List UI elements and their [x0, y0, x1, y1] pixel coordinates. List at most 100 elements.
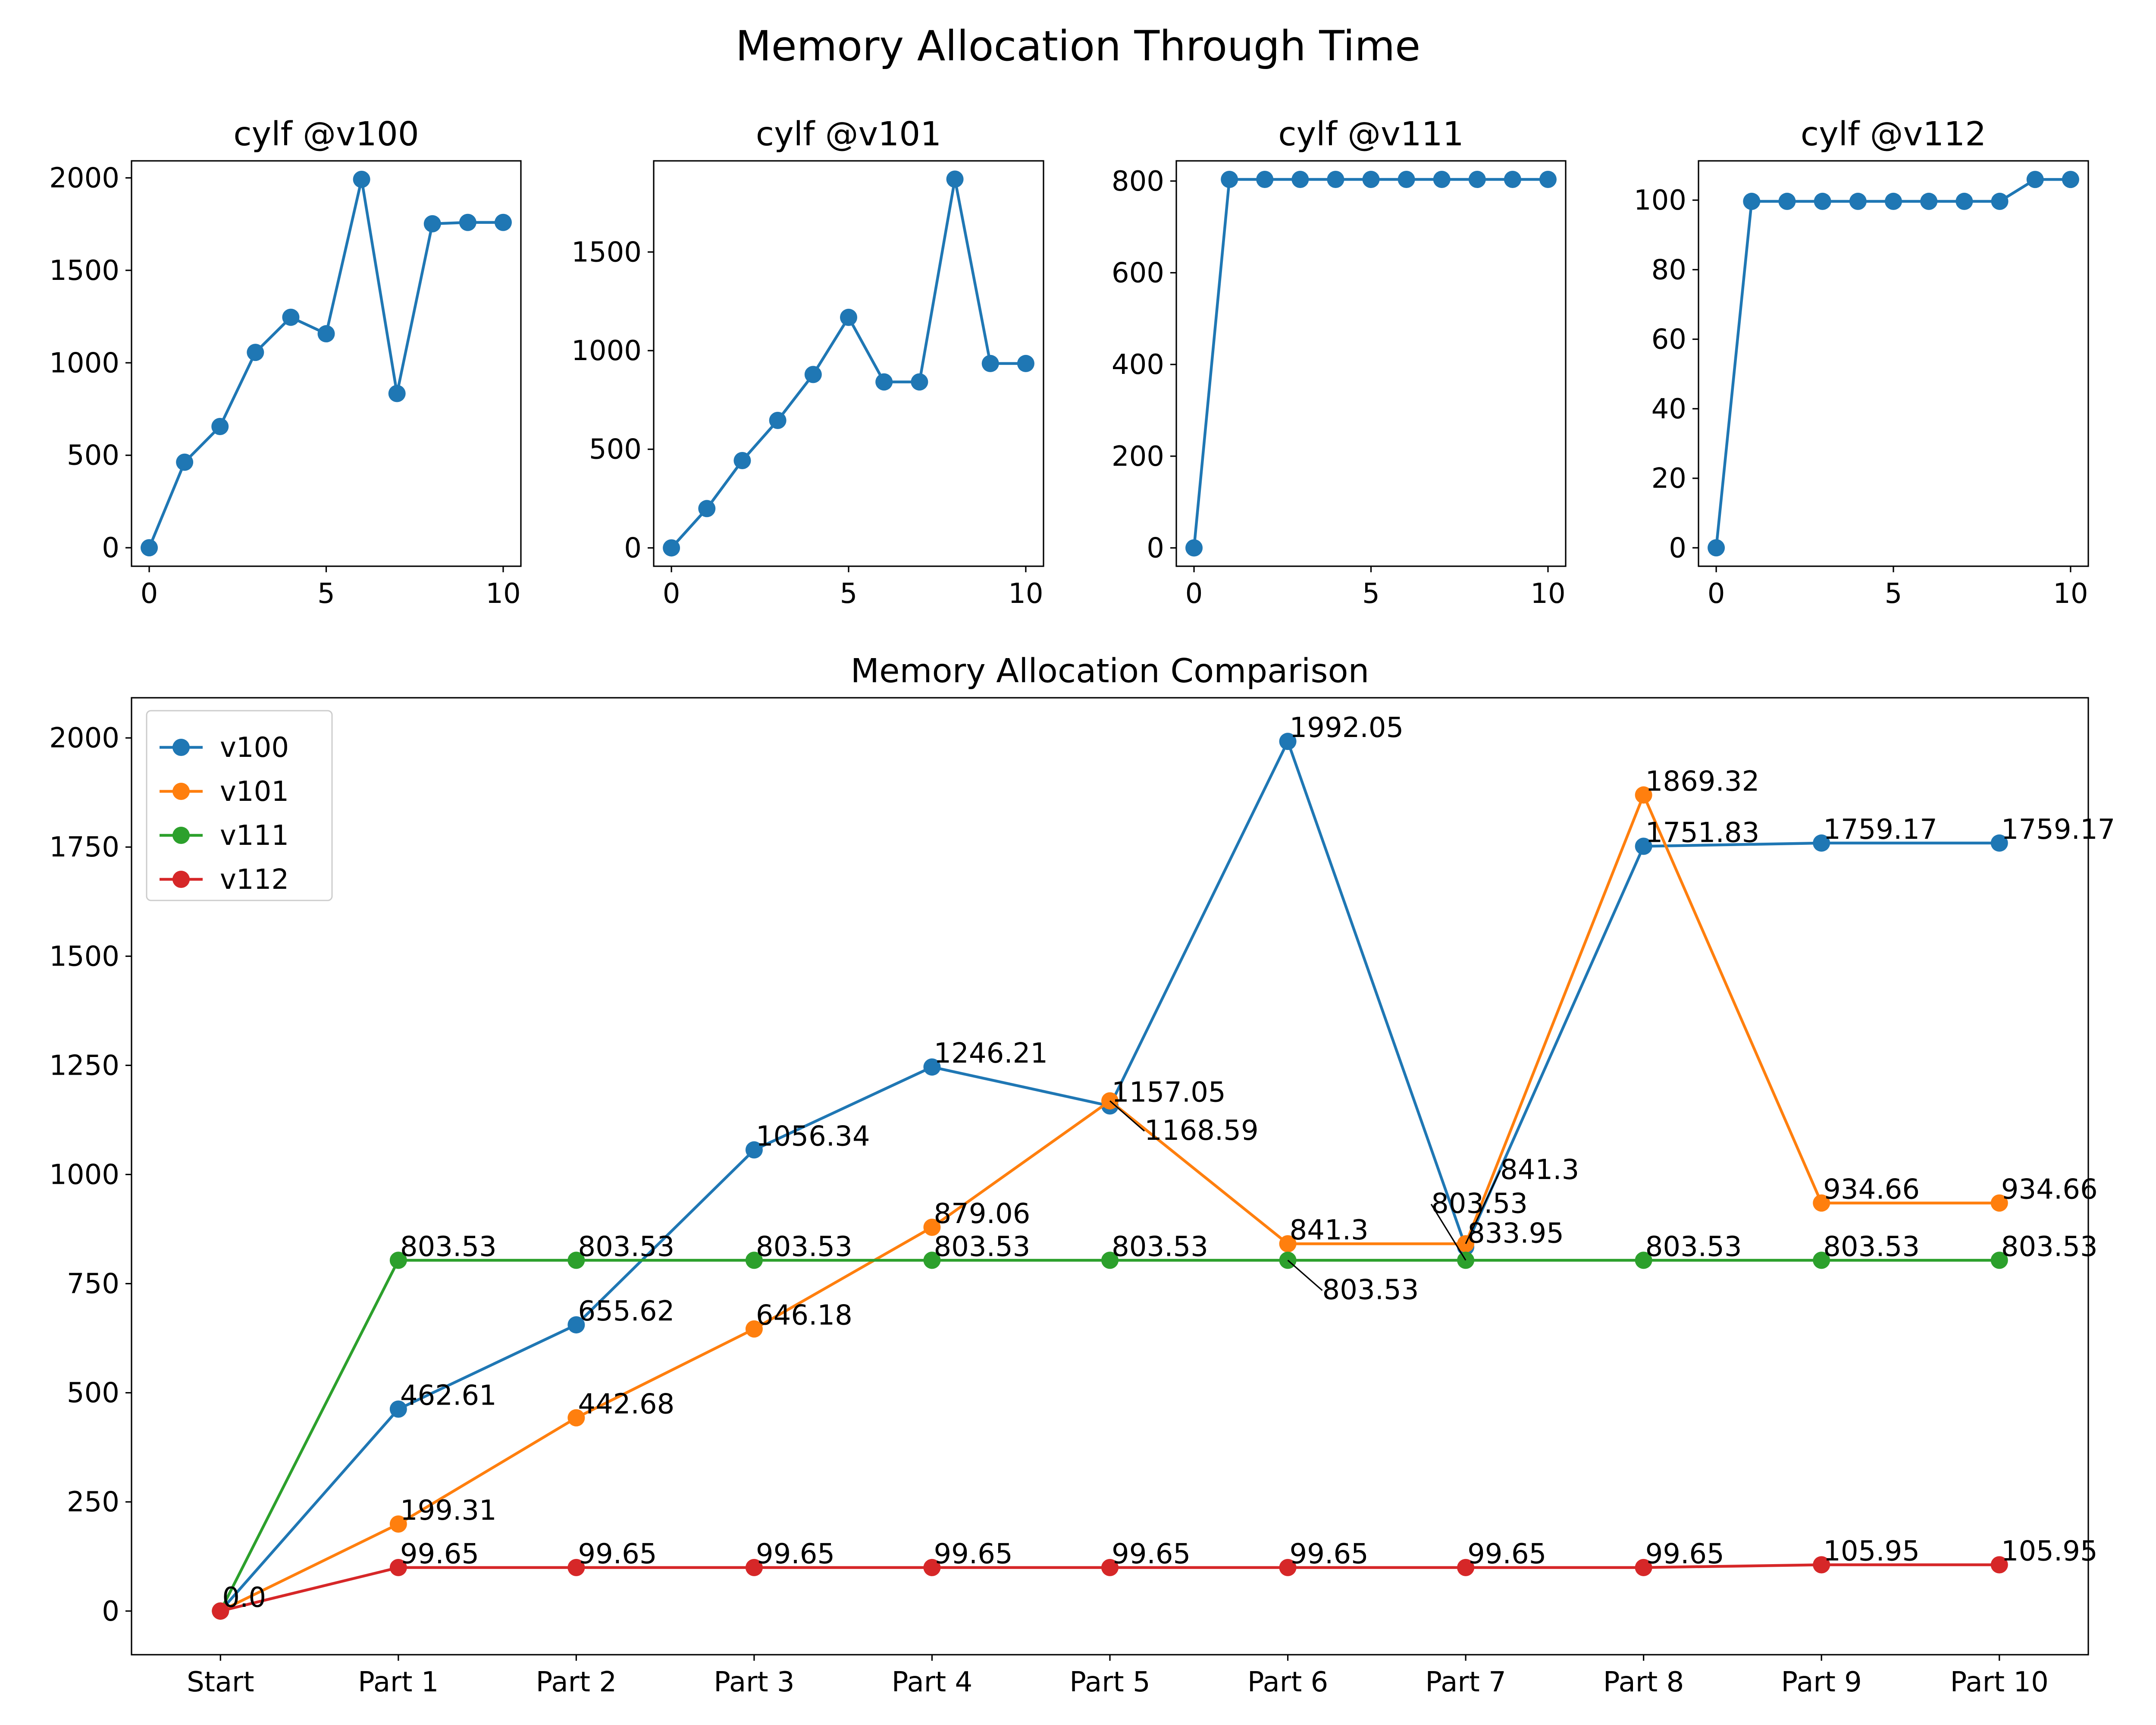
series-v101-marker: [567, 1409, 585, 1427]
data-label: 442.68: [578, 1389, 674, 1421]
series-marker: [317, 325, 335, 342]
series-marker: [282, 308, 300, 326]
y-tick-label: 1500: [49, 255, 119, 287]
series-marker: [946, 170, 964, 188]
x-tick-label: Start: [187, 1666, 254, 1698]
data-label: 1056.34: [756, 1120, 870, 1152]
legend-marker-v112: [172, 871, 190, 888]
legend-marker-v100: [172, 739, 190, 756]
series-v111-marker: [567, 1251, 585, 1269]
series-v112-marker: [389, 1559, 407, 1576]
annotation-leader: [1465, 1170, 1501, 1244]
series-marker: [141, 539, 158, 557]
x-tick-label: Part 1: [358, 1666, 439, 1698]
y-tick-label: 2000: [49, 162, 119, 194]
data-label: 934.66: [2001, 1174, 2098, 1206]
series-marker: [1362, 171, 1380, 188]
series-v112-marker: [1990, 1556, 2008, 1574]
data-label: 99.65: [578, 1538, 657, 1570]
y-tick-label: 1000: [571, 335, 642, 367]
data-label: 833.95: [1467, 1218, 1564, 1250]
series-v111-marker: [1990, 1251, 2008, 1269]
data-label: 803.53: [1645, 1231, 1742, 1263]
y-tick-label: 0: [1147, 532, 1164, 564]
data-label: 803.53: [1431, 1188, 1528, 1220]
data-label: 803.53: [400, 1231, 497, 1263]
series-v100-marker: [923, 1058, 941, 1076]
series-v101-marker: [1279, 1235, 1297, 1253]
series-marker: [1708, 539, 1725, 557]
y-tick-label: 1250: [49, 1050, 119, 1082]
x-tick-label: 5: [1362, 578, 1380, 610]
series-v111-marker: [923, 1251, 941, 1269]
axes-title: Memory Allocation Comparison: [851, 652, 1369, 690]
series-v101-marker: [1635, 786, 1652, 804]
x-tick-label: 0: [663, 578, 680, 610]
series-v101-marker: [923, 1218, 941, 1236]
legend-label-v111: v111: [220, 820, 289, 852]
y-tick-label: 100: [1634, 185, 1686, 216]
x-tick-label: 0: [1708, 578, 1725, 610]
y-tick-label: 800: [1112, 166, 1164, 198]
series-marker: [981, 354, 999, 372]
x-tick-label: 5: [840, 578, 858, 610]
series-marker: [1185, 539, 1203, 557]
x-tick-label: Part 3: [714, 1666, 794, 1698]
data-label: 803.53: [1112, 1231, 1208, 1263]
series-v112-marker: [745, 1559, 763, 1576]
y-tick-label: 2000: [49, 722, 119, 754]
series-v100-marker: [1635, 837, 1652, 855]
y-tick-label: 500: [589, 434, 642, 466]
data-label: 0.0: [222, 1582, 266, 1614]
x-tick-label: 10: [1008, 578, 1043, 610]
data-label: 803.53: [756, 1231, 852, 1263]
x-tick-label: 10: [486, 578, 520, 610]
series-marker: [211, 417, 229, 435]
x-tick-label: 10: [1530, 578, 1565, 610]
data-label: 841.3: [1500, 1154, 1579, 1186]
data-label: 105.95: [2001, 1536, 2098, 1568]
data-label: 1157.05: [1112, 1076, 1226, 1108]
series-v100-marker: [745, 1141, 763, 1159]
subplot-4: cylf @v112 0 20 40 60 80 100 0 5 10: [1634, 115, 2089, 610]
y-tick-label: 400: [1112, 349, 1164, 381]
y-tick-label: 0: [102, 1596, 119, 1628]
series-v112-marker: [1279, 1559, 1297, 1576]
data-label: 99.65: [756, 1538, 835, 1570]
series-v111-marker: [1813, 1251, 1830, 1269]
series-marker: [1221, 171, 1238, 188]
series-marker: [423, 215, 441, 232]
x-tick-label: Part 5: [1069, 1666, 1150, 1698]
y-tick-label: 60: [1651, 324, 1686, 356]
legend-marker-v111: [172, 827, 190, 844]
series-v111-marker: [745, 1251, 763, 1269]
y-tick-label: 500: [67, 1377, 119, 1409]
y-tick-label: 1750: [49, 831, 119, 863]
data-label: 462.61: [400, 1380, 497, 1411]
series-marker: [1991, 192, 2009, 210]
legend-marker-v101: [172, 783, 190, 800]
series-v100-marker: [1990, 834, 2008, 852]
series-marker: [1814, 192, 1831, 210]
data-label: 934.66: [1823, 1174, 1920, 1206]
annotation-leader: [1287, 1260, 1323, 1291]
series-v112-marker: [567, 1559, 585, 1576]
subplot-1: cylf @v100 0 500 1000 1500 2000 0 5 10: [49, 115, 522, 610]
series-v100-marker: [1813, 834, 1830, 852]
series-marker: [459, 213, 476, 231]
subplot-3: cylf @v111 0 200 400 600 800 0 5 10: [1112, 115, 1567, 610]
series-marker: [698, 500, 716, 518]
series-marker: [769, 411, 787, 429]
series-v100-marker: [389, 1400, 407, 1418]
series-v100-marker: [1279, 733, 1297, 750]
data-label: 1751.83: [1645, 817, 1760, 849]
series-marker: [494, 213, 512, 231]
legend-frame: [146, 710, 333, 901]
series-v112-marker: [1101, 1559, 1119, 1576]
axes-title: cylf @v100: [233, 115, 419, 154]
x-tick-label: Part 6: [1247, 1666, 1328, 1698]
series-marker: [1256, 171, 1274, 188]
data-label: 1869.32: [1645, 765, 1760, 797]
